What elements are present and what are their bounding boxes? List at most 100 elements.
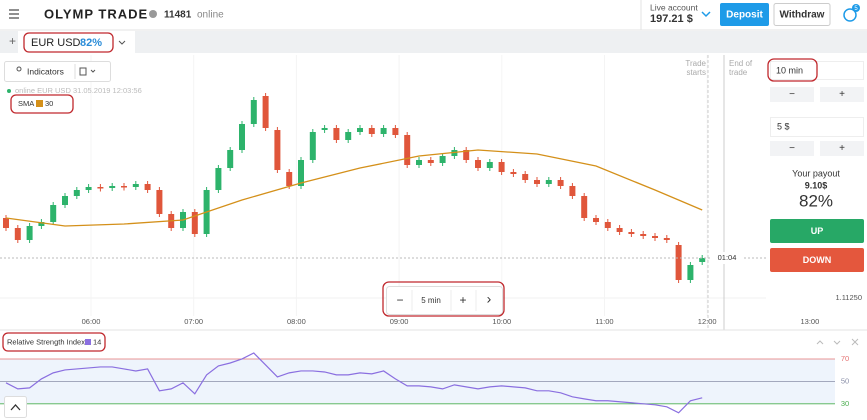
amount-minus[interactable] <box>770 141 814 156</box>
candle-body <box>38 222 45 226</box>
notifications-icon[interactable] <box>843 8 857 22</box>
plus-label[interactable]: + <box>839 89 845 100</box>
duration-plus[interactable] <box>820 87 864 102</box>
candle-body <box>604 222 611 228</box>
timer: 01:04 <box>718 253 737 262</box>
highlight <box>767 58 818 82</box>
account-chevron[interactable] <box>701 11 711 18</box>
candle-body <box>463 150 470 160</box>
candle-body <box>132 184 139 187</box>
candle-body <box>215 168 222 190</box>
asset-tab[interactable] <box>18 31 135 53</box>
account-label: Live account <box>650 2 698 12</box>
candle-body <box>557 180 564 186</box>
online-count: 11481 <box>164 10 192 21</box>
asset-name[interactable]: EUR USD <box>31 37 81 49</box>
chart-type-icon[interactable] <box>79 67 87 76</box>
minus-label[interactable]: − <box>789 143 795 154</box>
candle-body <box>439 156 446 163</box>
plus-label[interactable]: + <box>839 143 845 154</box>
x-tick-label: 12:00 <box>698 317 717 326</box>
amount[interactable]: 5 $ <box>777 121 790 131</box>
duration[interactable]: 10 min <box>776 65 803 75</box>
zoom-out[interactable]: − <box>396 293 403 307</box>
menu-icon[interactable] <box>9 9 19 19</box>
user-icon <box>149 10 157 18</box>
candle-body <box>545 180 552 184</box>
candle-body <box>109 186 116 188</box>
indicators-label[interactable]: Indicators <box>27 66 64 76</box>
asset-payout: 82% <box>80 37 102 49</box>
candle-body <box>321 128 328 130</box>
scroll-next[interactable]: › <box>487 291 492 307</box>
up-label[interactable]: UP <box>811 226 824 236</box>
rsi-tick-label: 70 <box>841 354 849 363</box>
highlight <box>23 32 114 53</box>
tab-bar <box>0 31 867 53</box>
tab-chevron[interactable] <box>118 40 126 45</box>
logo: OLYMP TRADE <box>44 6 148 21</box>
x-tick-label: 13:00 <box>801 317 820 326</box>
deposit-label[interactable]: Deposit <box>726 10 763 21</box>
rsi-swatch <box>85 339 91 345</box>
candle-body <box>581 196 588 218</box>
candle-body <box>380 128 387 134</box>
end-of-trade-label: End of trade <box>729 59 753 77</box>
candle-body <box>392 128 399 135</box>
candle-body <box>486 162 493 168</box>
up-button[interactable] <box>770 219 864 243</box>
candle-body <box>14 228 21 240</box>
candle-body <box>62 196 68 205</box>
candle-body <box>534 180 540 184</box>
rsi-name: Relative Strength Index <box>7 337 85 346</box>
candle-body <box>640 234 647 236</box>
candle-body <box>262 96 269 128</box>
candle-body <box>687 265 694 280</box>
withdraw-label[interactable]: Withdraw <box>780 10 825 21</box>
indicators-icon <box>16 66 22 72</box>
withdraw-button[interactable] <box>773 3 831 26</box>
zoom-interval: 5 min <box>421 296 441 305</box>
add-tab[interactable]: + <box>9 34 16 48</box>
deposit-button[interactable] <box>720 3 769 26</box>
candle-body <box>616 228 623 232</box>
rsi-period: 14 <box>93 337 101 346</box>
x-tick-label: 10:00 <box>492 317 511 326</box>
candle-body <box>510 172 517 174</box>
candle-body <box>26 226 33 240</box>
collapse-button[interactable] <box>4 396 27 418</box>
candle-body <box>191 212 198 234</box>
duration-minus[interactable] <box>770 87 814 102</box>
sma-swatch <box>36 100 43 107</box>
chart-type-chevron[interactable] <box>90 69 96 73</box>
sma-period: 30 <box>45 99 53 108</box>
candle-body <box>286 172 293 186</box>
candle-body <box>699 258 706 262</box>
collapse-icon[interactable] <box>10 404 21 411</box>
amount-plus[interactable] <box>820 141 864 156</box>
rsi-line <box>5 352 703 414</box>
highlight <box>382 281 505 317</box>
chart-status: online EUR USD 31.05.2019 12:03:56 <box>15 86 142 95</box>
candle-body <box>121 186 127 188</box>
online-dot <box>7 89 11 93</box>
minus-label[interactable]: − <box>789 89 795 100</box>
down-button[interactable] <box>770 248 864 272</box>
trade-starts-label: Trade starts <box>685 59 706 77</box>
balance: 197.21 $ <box>650 13 693 25</box>
down-label[interactable]: DOWN <box>803 255 832 265</box>
x-tick-label: 11:00 <box>595 317 613 326</box>
candle-body <box>156 190 163 214</box>
candle-body <box>475 160 481 168</box>
rsi-tick-label: 50 <box>841 376 849 385</box>
zoom-in[interactable]: + <box>459 293 466 307</box>
candle-body <box>416 160 422 165</box>
candle-body <box>97 187 104 189</box>
online-label: online <box>197 10 224 21</box>
panel-controls[interactable] <box>816 338 859 346</box>
sma-line <box>5 149 703 227</box>
amount-field[interactable] <box>770 117 864 137</box>
indicators-button[interactable] <box>4 61 111 82</box>
candle-body <box>498 162 505 172</box>
